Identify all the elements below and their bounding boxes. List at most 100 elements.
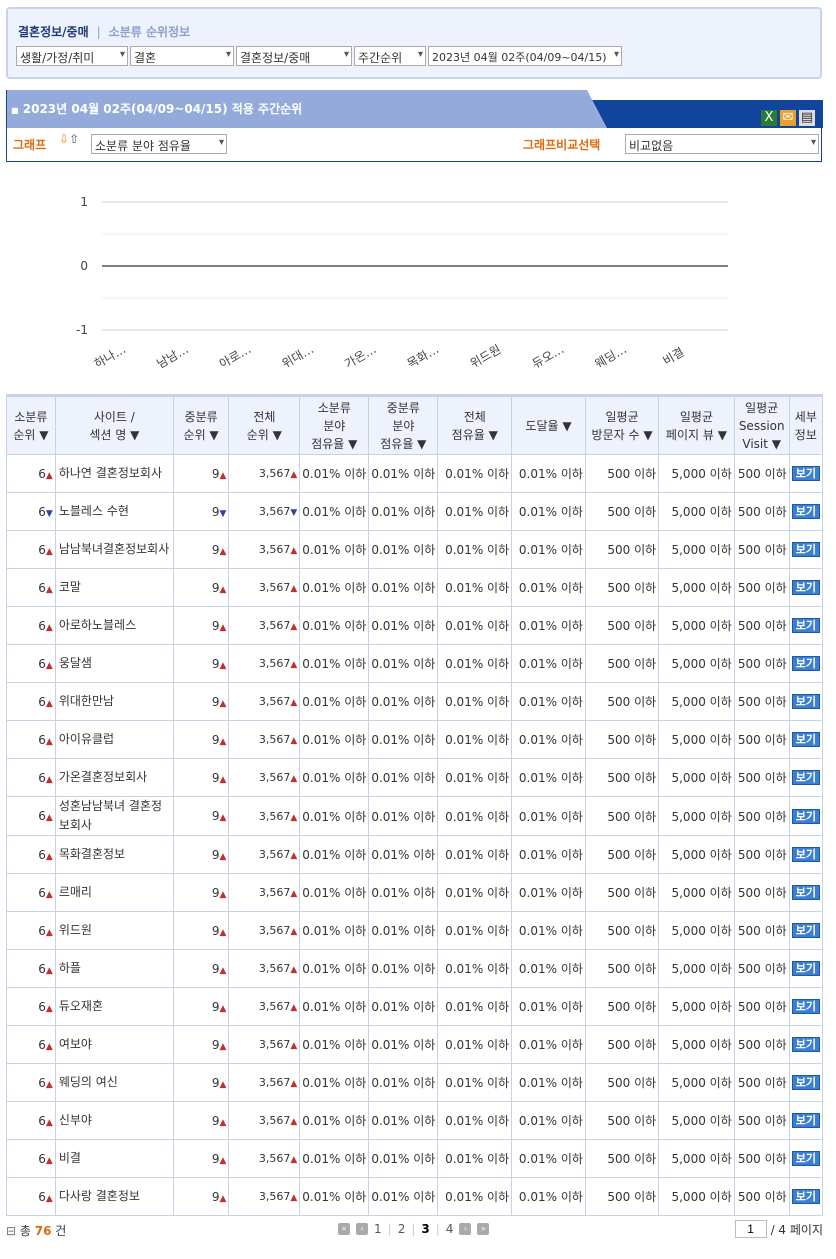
detail-button[interactable]: 보기 xyxy=(791,999,820,1014)
trend-up-icon: ▲ xyxy=(290,622,298,632)
breadcrumb-main: 결혼정보/중매 xyxy=(18,25,89,39)
visitors: 500 이하 xyxy=(584,911,660,950)
detail-button[interactable]: 보기 xyxy=(791,1151,820,1166)
reach: 0.01% 이하 xyxy=(511,454,586,493)
column-header[interactable]: 전체 점유율 ▼ xyxy=(437,394,513,455)
share-mid: 0.01% 이하 xyxy=(368,530,439,569)
column-header[interactable]: 일평균 방문자 수 ▼ xyxy=(584,394,660,455)
detail-button[interactable]: 보기 xyxy=(791,1113,820,1128)
first-page-icon[interactable]: « xyxy=(338,1223,350,1235)
print-icon[interactable]: ▤ xyxy=(799,110,815,126)
subcategory-select[interactable]: 결혼 ▾ xyxy=(130,46,234,66)
period-select[interactable]: 주간순위 ▾ xyxy=(354,46,426,66)
site-name[interactable]: 노블레스 수현 xyxy=(54,492,174,531)
graph-metric-select[interactable]: 소분류 분야 점유율 ▾ xyxy=(91,134,227,154)
site-name[interactable]: 하나연 결혼정보회사 xyxy=(54,454,174,493)
column-header[interactable]: 중분류 순위 ▼ xyxy=(172,394,230,455)
site-name[interactable]: 위대한만남 xyxy=(54,682,174,721)
detail-button[interactable]: 보기 xyxy=(791,923,820,938)
share-mid: 0.01% 이하 xyxy=(368,1177,439,1216)
detail-cell: 보기 xyxy=(788,911,824,950)
trend-up-icon: ▲ xyxy=(290,470,298,480)
site-name[interactable]: 아로하노블레스 xyxy=(54,606,174,645)
column-header[interactable]: 소분류 분야 점유율 ▼ xyxy=(299,394,370,455)
column-header[interactable]: 소분류 순위 ▼ xyxy=(6,394,56,455)
total-rank-value: 3,567 xyxy=(258,1038,291,1051)
total-rank: 3,567▲ xyxy=(228,568,301,607)
last-page-icon[interactable]: » xyxy=(477,1223,490,1235)
visitors: 500 이하 xyxy=(584,1177,660,1216)
detail-button[interactable]: 보기 xyxy=(791,656,820,671)
site-name[interactable]: 코말 xyxy=(54,568,174,607)
week-select[interactable]: 2023년 04월 02주(04/09~04/15) ▾ xyxy=(428,46,622,66)
site-name[interactable]: 웨딩의 여신 xyxy=(54,1063,174,1102)
site-name[interactable]: 여보야 xyxy=(54,1025,174,1064)
page-total: / 4 페이지 xyxy=(770,1222,823,1237)
detail-button[interactable]: 보기 xyxy=(791,1075,820,1090)
site-name[interactable]: 하플 xyxy=(54,949,174,988)
detail-button[interactable]: 보기 xyxy=(791,961,820,976)
detail-button[interactable]: 보기 xyxy=(791,1189,820,1204)
breadcrumb-sub[interactable]: 소분류 순위정보 xyxy=(108,25,191,39)
visitors: 500 이하 xyxy=(584,1139,660,1178)
detail-button[interactable]: 보기 xyxy=(791,847,820,862)
site-name[interactable]: 가온결혼정보회사 xyxy=(54,758,174,797)
trend-up-icon: ▲ xyxy=(45,851,53,862)
trend-up-icon: ▲ xyxy=(45,1079,53,1090)
detail-button[interactable]: 보기 xyxy=(791,885,820,900)
category-select[interactable]: 생활/가정/취미 ▾ xyxy=(16,46,128,66)
column-header[interactable]: 도달율 ▼ xyxy=(511,394,586,455)
sort-arrows-icon[interactable]: ⇩⇧ xyxy=(59,132,80,146)
total-rank-value: 3,567 xyxy=(258,619,291,632)
page-link[interactable]: 1 xyxy=(374,1222,382,1236)
site-name[interactable]: 목화결혼정보 xyxy=(54,835,174,874)
mid-rank-value: 9 xyxy=(211,770,220,785)
collapse-icon[interactable]: ⊟ xyxy=(6,1224,17,1238)
share-mid: 0.01% 이하 xyxy=(368,606,439,645)
page-input[interactable] xyxy=(734,1220,767,1238)
column-header[interactable]: 전체 순위 ▼ xyxy=(228,394,301,455)
next-page-icon[interactable]: › xyxy=(459,1223,472,1235)
section-select[interactable]: 결혼정보/중매 ▾ xyxy=(236,46,352,66)
site-name[interactable]: 웅달샘 xyxy=(54,644,174,683)
column-header[interactable]: 중분류 분야 점유율 ▼ xyxy=(368,394,439,455)
pageviews: 5,000 이하 xyxy=(658,568,735,607)
site-name[interactable]: 아이유클럽 xyxy=(54,720,174,759)
detail-button[interactable]: 보기 xyxy=(791,542,820,557)
detail-button[interactable]: 보기 xyxy=(791,694,820,709)
mail-icon[interactable]: ✉ xyxy=(780,110,796,126)
visitors: 500 이하 xyxy=(584,949,660,988)
page-link[interactable]: 4 xyxy=(445,1222,454,1236)
site-name[interactable]: 신부야 xyxy=(54,1101,174,1140)
detail-button[interactable]: 보기 xyxy=(791,770,820,785)
page-link[interactable]: 2 xyxy=(397,1222,406,1236)
detail-button[interactable]: 보기 xyxy=(791,1037,820,1052)
site-name[interactable]: 르매리 xyxy=(54,873,174,912)
column-header[interactable]: 사이트 / 섹션 명 ▼ xyxy=(54,394,174,455)
excel-icon[interactable]: X xyxy=(761,110,777,126)
page-link-current[interactable]: 3 xyxy=(421,1222,430,1236)
share-mid: 0.01% 이하 xyxy=(368,1025,439,1064)
prev-page-icon[interactable]: ‹ xyxy=(356,1223,368,1235)
total-rank: 3,567▲ xyxy=(228,835,301,874)
site-name[interactable]: 듀오재혼 xyxy=(54,987,174,1026)
small-rank-value: 6 xyxy=(38,694,46,709)
detail-button[interactable]: 보기 xyxy=(791,580,820,595)
column-header[interactable]: 일평균 페이지 뷰 ▼ xyxy=(658,394,735,455)
site-name[interactable]: 남남북녀결혼정보회사 xyxy=(54,530,174,569)
site-name[interactable]: 비결 xyxy=(54,1139,174,1178)
mid-rank-value: 9 xyxy=(211,466,220,481)
compare-select[interactable]: 비교없음 ▾ xyxy=(625,134,819,154)
site-name[interactable]: 위드원 xyxy=(54,911,174,950)
detail-button[interactable]: 보기 xyxy=(791,618,820,633)
site-name[interactable]: 성혼남남북녀 결혼정보회사 xyxy=(54,796,174,836)
category-value: 생활/가정/취미 xyxy=(20,51,95,65)
table-row: 6▲ 가온결혼정보회사 9▲ 3,567▲ 0.01% 이하 0.01% 이하 0.01% … xyxy=(6,758,824,797)
visitors: 500 이하 xyxy=(584,454,660,493)
column-header[interactable]: 일평균 Session Visit ▼ xyxy=(733,394,790,455)
detail-button[interactable]: 보기 xyxy=(791,732,820,747)
detail-button[interactable]: 보기 xyxy=(791,466,820,481)
detail-button[interactable]: 보기 xyxy=(791,504,820,519)
site-name[interactable]: 다사랑 결혼정보 xyxy=(54,1177,174,1216)
detail-button[interactable]: 보기 xyxy=(791,808,820,824)
